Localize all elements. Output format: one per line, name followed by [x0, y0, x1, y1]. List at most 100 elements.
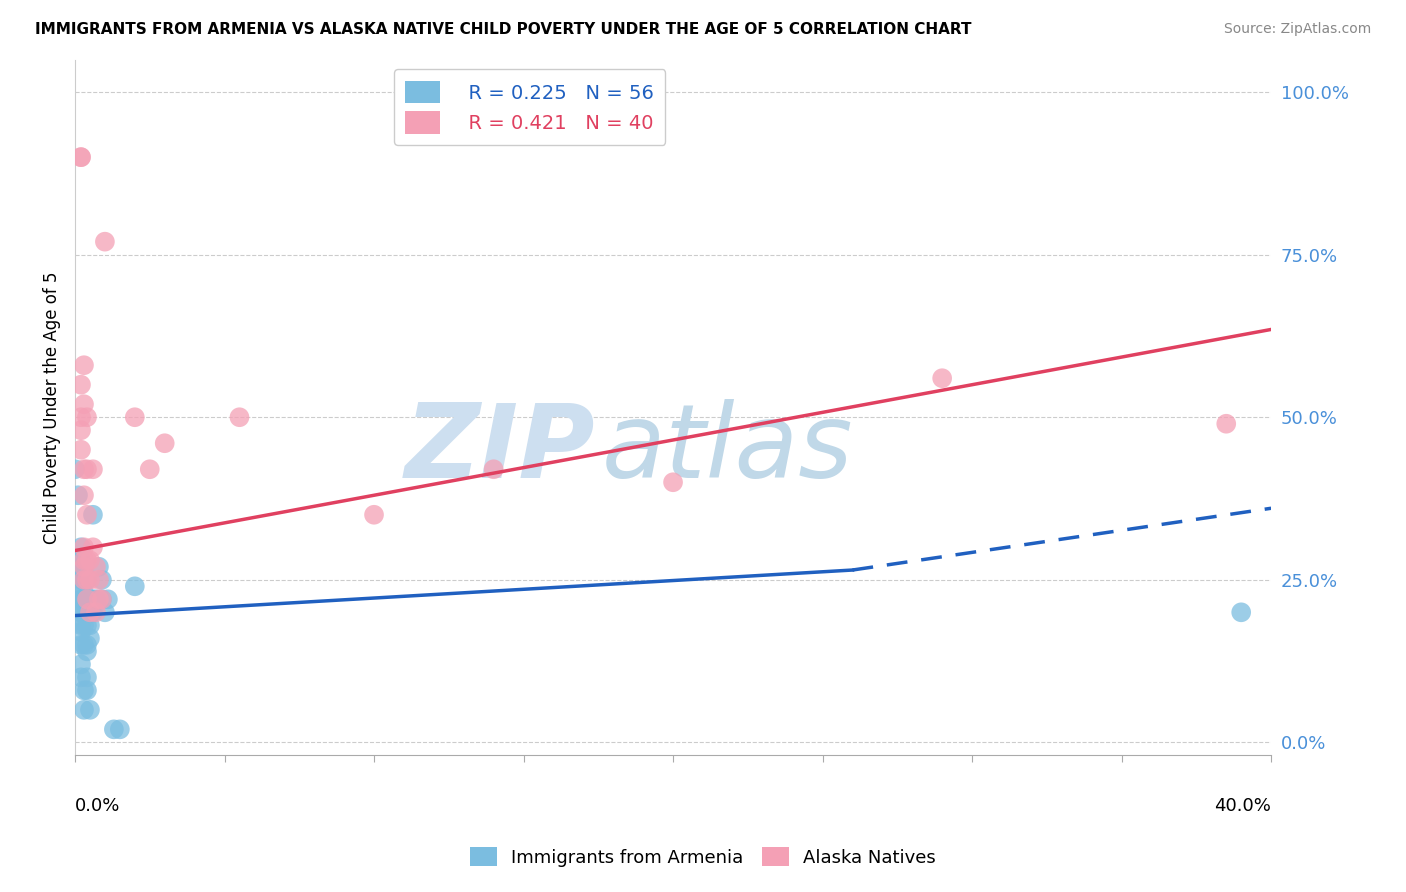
Point — [79, 605, 101, 619]
Point — [70, 559, 93, 574]
Point — [73, 573, 96, 587]
Point — [73, 638, 96, 652]
Point — [70, 541, 93, 555]
Point — [76, 638, 98, 652]
Point — [70, 377, 93, 392]
Point — [1215, 417, 1237, 431]
Point — [103, 723, 125, 737]
Point — [82, 592, 104, 607]
Legend:   R = 0.225   N = 56,   R = 0.421   N = 40: R = 0.225 N = 56, R = 0.421 N = 40 — [394, 70, 665, 145]
Point — [228, 410, 250, 425]
Point — [73, 592, 96, 607]
Point — [73, 553, 96, 567]
Point — [931, 371, 953, 385]
Point — [82, 462, 104, 476]
Text: IMMIGRANTS FROM ARMENIA VS ALASKA NATIVE CHILD POVERTY UNDER THE AGE OF 5 CORREL: IMMIGRANTS FROM ARMENIA VS ALASKA NATIVE… — [35, 22, 972, 37]
Point — [662, 475, 685, 490]
Text: 40.0%: 40.0% — [1215, 797, 1271, 815]
Point — [70, 638, 93, 652]
Point — [94, 235, 117, 249]
Point — [73, 397, 96, 411]
Point — [76, 462, 98, 476]
Point — [73, 462, 96, 476]
Point — [124, 410, 146, 425]
Point — [73, 605, 96, 619]
Point — [73, 573, 96, 587]
Point — [153, 436, 176, 450]
Y-axis label: Child Poverty Under the Age of 5: Child Poverty Under the Age of 5 — [44, 271, 60, 544]
Point — [87, 592, 110, 607]
Point — [79, 605, 101, 619]
Point — [76, 644, 98, 658]
Point — [73, 586, 96, 600]
Point — [76, 592, 98, 607]
Text: ZIP: ZIP — [405, 399, 595, 500]
Point — [66, 488, 89, 502]
Point — [70, 442, 93, 457]
Point — [73, 541, 96, 555]
Point — [84, 592, 107, 607]
Point — [108, 723, 131, 737]
Point — [76, 592, 98, 607]
Point — [90, 592, 112, 607]
Point — [84, 559, 107, 574]
Point — [94, 605, 117, 619]
Point — [82, 605, 104, 619]
Point — [76, 618, 98, 632]
Point — [70, 579, 93, 593]
Point — [84, 605, 107, 619]
Point — [124, 579, 146, 593]
Point — [63, 462, 86, 476]
Point — [66, 553, 89, 567]
Point — [70, 605, 93, 619]
Point — [76, 410, 98, 425]
Point — [70, 592, 93, 607]
Point — [139, 462, 162, 476]
Point — [79, 703, 101, 717]
Point — [73, 358, 96, 372]
Point — [82, 541, 104, 555]
Point — [79, 553, 101, 567]
Point — [76, 573, 98, 587]
Point — [79, 592, 101, 607]
Point — [76, 683, 98, 698]
Text: atlas: atlas — [602, 400, 853, 500]
Point — [97, 592, 120, 607]
Text: Source: ZipAtlas.com: Source: ZipAtlas.com — [1223, 22, 1371, 37]
Point — [87, 573, 110, 587]
Text: 0.0%: 0.0% — [75, 797, 121, 815]
Point — [76, 592, 98, 607]
Point — [70, 618, 93, 632]
Point — [66, 566, 89, 581]
Point — [76, 605, 98, 619]
Point — [76, 573, 98, 587]
Point — [73, 566, 96, 581]
Point — [79, 632, 101, 646]
Point — [76, 670, 98, 684]
Point — [76, 553, 98, 567]
Point — [70, 605, 93, 619]
Point — [70, 657, 93, 672]
Point — [73, 488, 96, 502]
Point — [82, 508, 104, 522]
Point — [1230, 605, 1253, 619]
Point — [73, 618, 96, 632]
Point — [70, 670, 93, 684]
Point — [482, 462, 505, 476]
Point — [76, 508, 98, 522]
Point — [73, 559, 96, 574]
Point — [90, 573, 112, 587]
Point — [70, 150, 93, 164]
Point — [363, 508, 385, 522]
Point — [70, 592, 93, 607]
Point — [76, 605, 98, 619]
Point — [70, 553, 93, 567]
Point — [79, 573, 101, 587]
Point — [70, 423, 93, 437]
Point — [73, 683, 96, 698]
Point — [70, 410, 93, 425]
Point — [79, 618, 101, 632]
Point — [87, 559, 110, 574]
Point — [70, 573, 93, 587]
Point — [90, 592, 112, 607]
